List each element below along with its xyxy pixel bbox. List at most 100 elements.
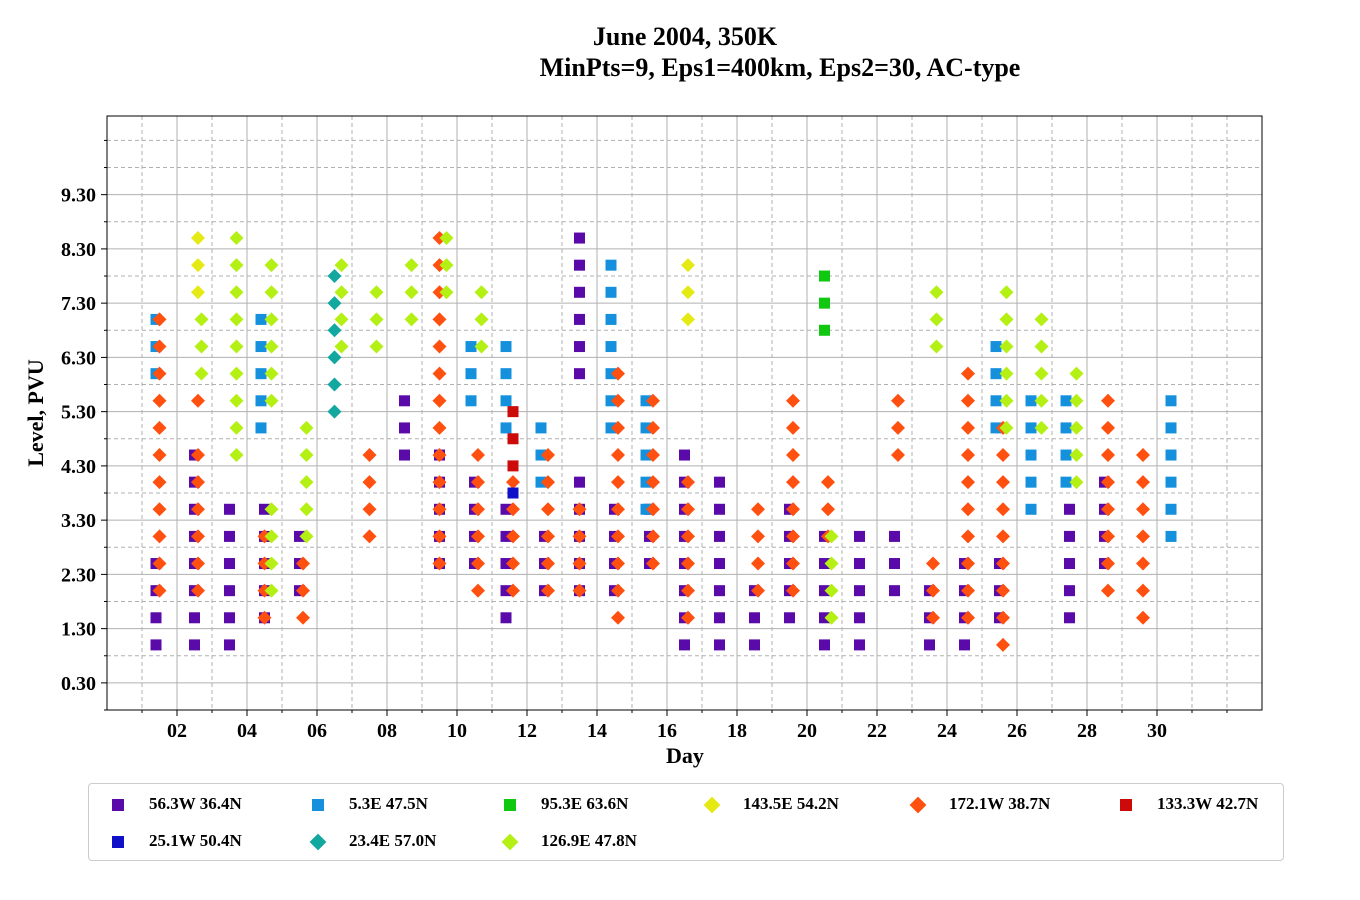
data-point-square <box>714 612 725 624</box>
legend: 56.3W 36.4N 5.3E 47.5N 95.3E 63.6N 143.5E 5… <box>88 783 1284 861</box>
data-point-square <box>507 406 519 418</box>
data-point-square <box>714 639 725 651</box>
data-point-diamond <box>299 475 314 490</box>
data-point-diamond <box>786 393 800 408</box>
y-tick-label: 0.30 <box>61 673 96 695</box>
legend-square-marker <box>1120 799 1132 811</box>
data-point-square <box>500 422 512 434</box>
data-point-diamond <box>229 448 244 463</box>
x-tick-label: 02 <box>167 720 187 742</box>
data-point-diamond <box>821 475 835 490</box>
data-point-diamond <box>1101 420 1115 435</box>
data-point-square <box>854 585 865 597</box>
data-point-diamond <box>191 231 205 246</box>
data-point-diamond <box>152 339 167 354</box>
data-point-square <box>1064 558 1075 570</box>
chart-subtitle: MinPts=9, Eps1=400km, Eps2=30, AC-type <box>539 53 1021 82</box>
data-point-square <box>959 639 970 651</box>
x-axis-label: Day <box>666 743 704 768</box>
data-point-diamond <box>152 312 167 327</box>
data-point-diamond <box>541 448 555 463</box>
y-tick-label: 1.30 <box>61 619 96 641</box>
data-point-diamond <box>229 231 244 246</box>
data-point-diamond <box>191 583 205 598</box>
data-point-diamond <box>191 502 205 517</box>
data-point-square <box>1064 585 1075 597</box>
data-point-diamond <box>996 529 1010 544</box>
data-point-square <box>1165 476 1177 488</box>
data-point-diamond <box>471 529 485 544</box>
data-point-diamond <box>1069 475 1084 490</box>
data-point-square <box>399 449 410 461</box>
data-point-diamond <box>611 529 625 544</box>
data-point-diamond <box>681 285 695 300</box>
data-point-diamond <box>432 312 447 327</box>
legend-label: 126.9E 47.8N <box>541 831 637 850</box>
data-point-diamond <box>891 393 905 408</box>
data-point-square <box>150 639 162 651</box>
data-point-square <box>574 368 585 380</box>
data-point-diamond <box>572 502 587 517</box>
data-point-diamond <box>681 529 695 544</box>
data-point-diamond <box>821 502 835 517</box>
data-point-square <box>150 612 162 624</box>
data-point-diamond <box>439 231 454 246</box>
data-point-diamond <box>432 393 447 408</box>
legend-square-marker <box>312 799 324 811</box>
data-point-diamond <box>929 339 944 354</box>
data-point-diamond <box>1101 393 1115 408</box>
y-tick-label: 7.30 <box>61 293 96 315</box>
data-point-diamond <box>152 448 167 463</box>
data-point-diamond <box>264 312 279 327</box>
data-point-diamond <box>681 475 695 490</box>
data-point-diamond <box>229 366 244 381</box>
data-point-square <box>224 639 235 651</box>
data-point-square <box>399 422 410 434</box>
data-point-square <box>924 639 935 651</box>
data-point-diamond <box>926 556 940 571</box>
data-point-square <box>1064 530 1075 542</box>
data-point-square <box>819 270 830 282</box>
data-point-diamond <box>229 420 244 435</box>
legend-label: 95.3E 63.6N <box>541 794 629 813</box>
x-tick-label: 24 <box>937 720 957 742</box>
data-point-diamond <box>646 556 660 571</box>
data-point-diamond <box>824 610 839 625</box>
data-point-diamond <box>541 502 555 517</box>
data-point-square <box>1025 476 1037 488</box>
data-point-diamond <box>229 393 244 408</box>
y-tick-label: 9.30 <box>61 185 96 207</box>
data-point-diamond <box>327 296 342 311</box>
data-point-diamond <box>751 556 765 571</box>
legend-label: 23.4E 57.0N <box>349 831 437 850</box>
data-point-square <box>465 341 477 353</box>
data-point-square <box>749 612 760 624</box>
data-point-square <box>1025 449 1037 461</box>
data-point-diamond <box>999 393 1014 408</box>
data-point-diamond <box>786 448 800 463</box>
data-point-diamond <box>646 393 660 408</box>
data-point-diamond <box>786 475 800 490</box>
data-point-diamond <box>572 529 587 544</box>
data-point-diamond <box>961 583 975 598</box>
data-point-square <box>500 395 512 407</box>
data-point-diamond <box>681 556 695 571</box>
data-point-diamond <box>926 583 940 598</box>
data-point-diamond <box>1069 393 1084 408</box>
data-point-diamond <box>1069 420 1084 435</box>
data-point-diamond <box>299 502 314 517</box>
data-point-diamond <box>929 285 944 300</box>
data-point-diamond <box>961 393 975 408</box>
data-point-diamond <box>1136 583 1150 598</box>
data-point-diamond <box>1101 583 1115 598</box>
x-tick-label: 22 <box>867 720 887 742</box>
data-point-diamond <box>471 583 485 598</box>
data-point-diamond <box>506 529 520 544</box>
data-point-square <box>990 341 1002 353</box>
data-point-diamond <box>611 583 625 598</box>
data-point-diamond <box>264 339 279 354</box>
y-tick-label: 4.30 <box>61 456 96 478</box>
data-point-diamond <box>327 377 342 392</box>
data-points <box>150 231 1177 652</box>
